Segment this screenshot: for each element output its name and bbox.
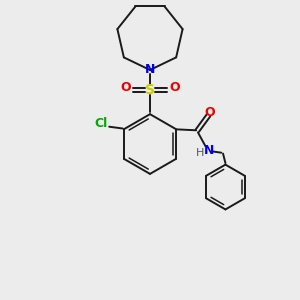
Text: O: O xyxy=(205,106,215,118)
Text: H: H xyxy=(196,148,205,158)
Text: S: S xyxy=(145,83,155,97)
Text: O: O xyxy=(120,81,131,94)
Text: O: O xyxy=(169,81,180,94)
Text: N: N xyxy=(204,144,214,157)
Text: N: N xyxy=(145,64,155,76)
Text: Cl: Cl xyxy=(95,117,108,130)
